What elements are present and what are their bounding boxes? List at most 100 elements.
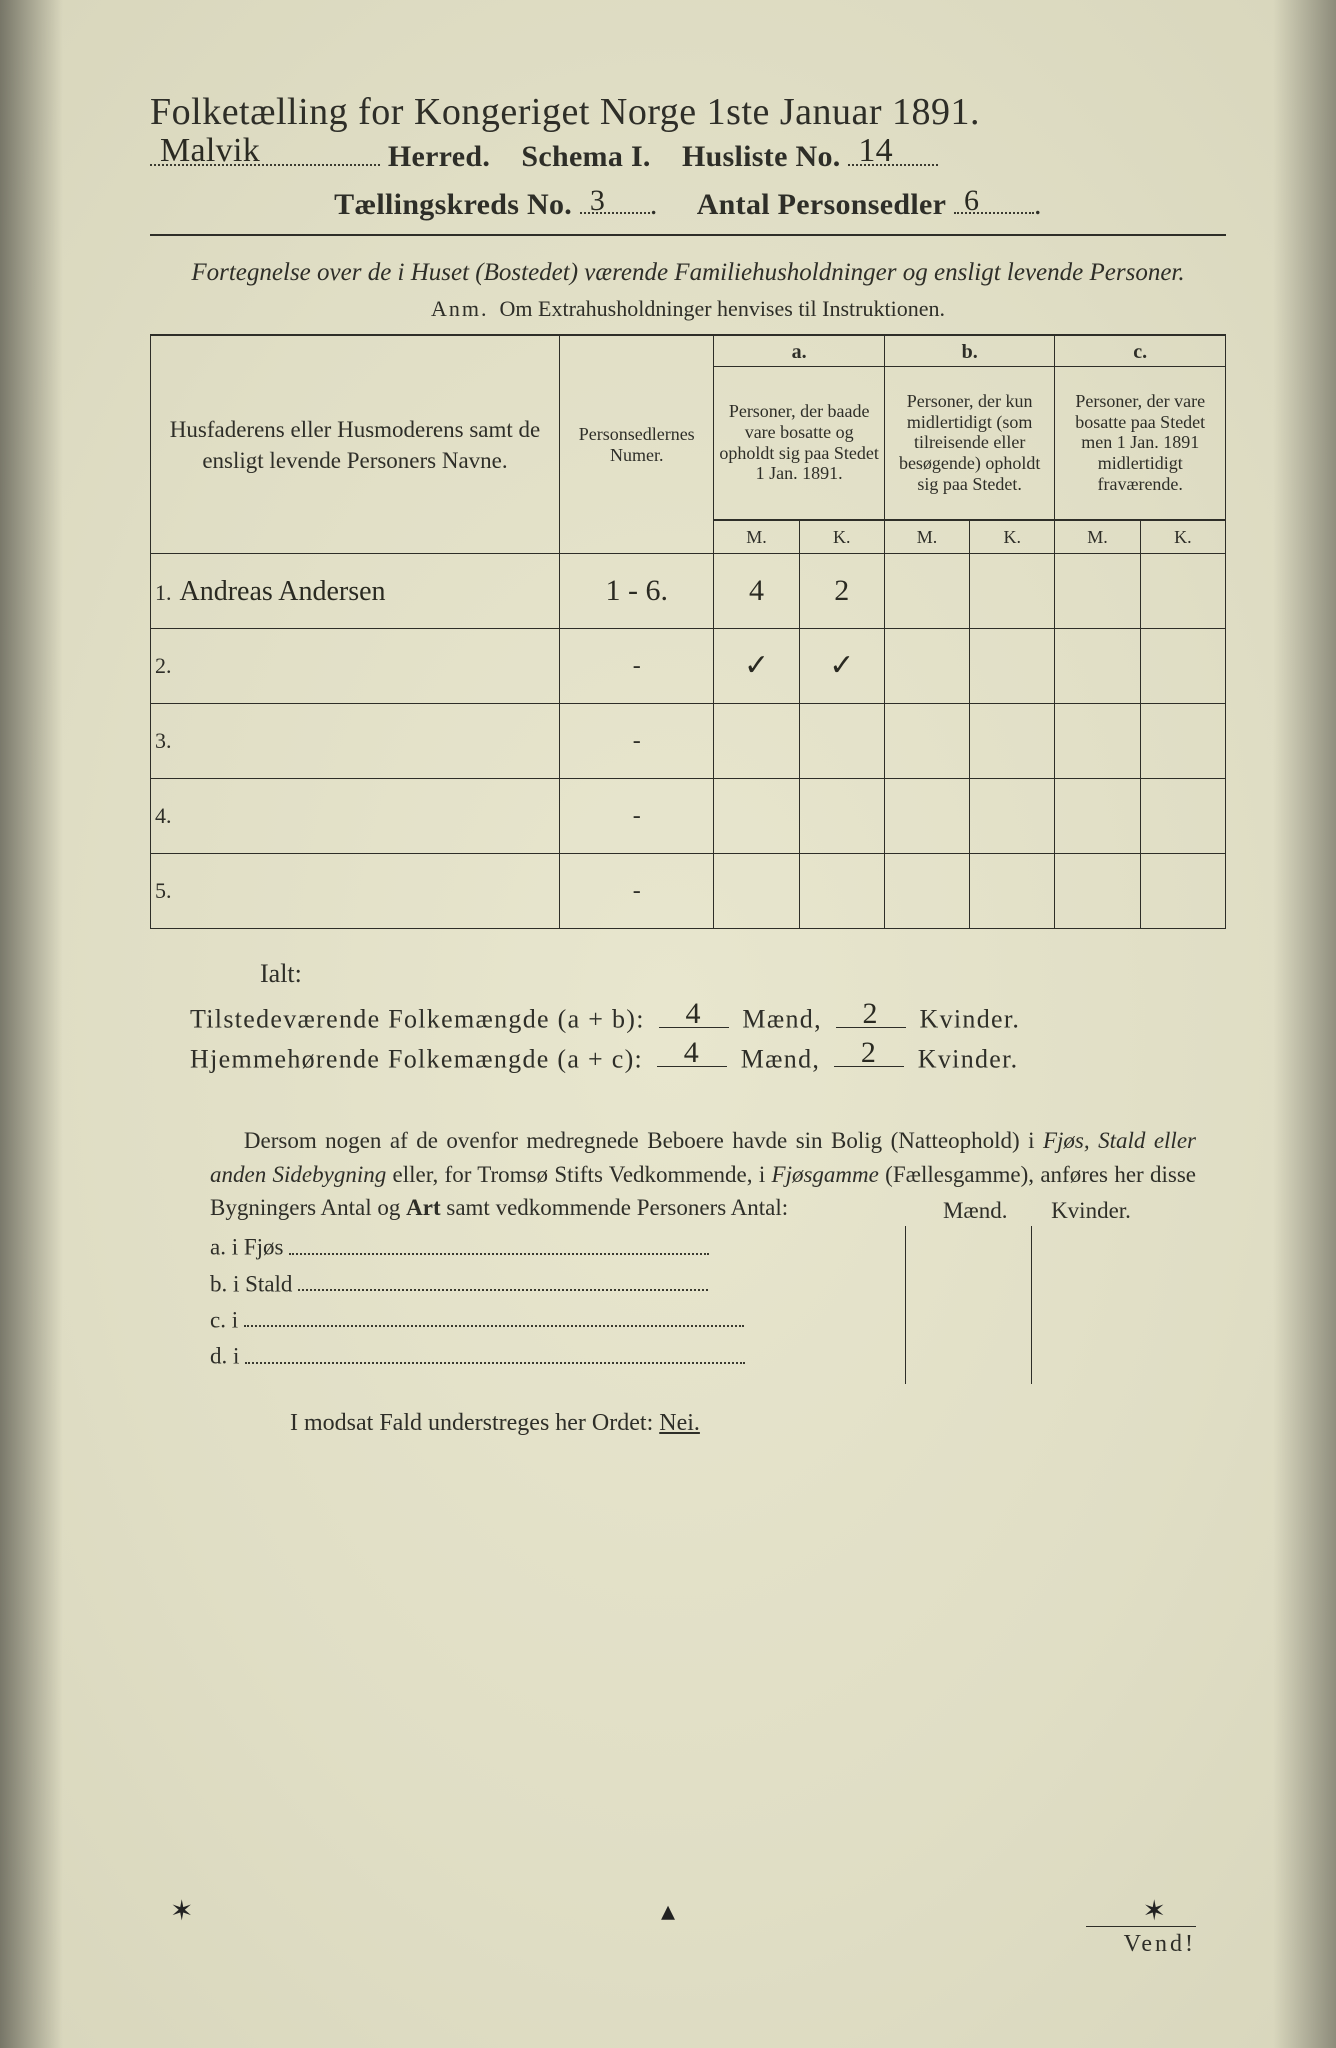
schema-label: Schema I. xyxy=(521,140,650,173)
dots xyxy=(245,1343,745,1363)
cell xyxy=(970,554,1055,629)
b-k: K. xyxy=(970,520,1055,554)
col-b-letter: b. xyxy=(884,335,1055,367)
mk-maend: Mænd. xyxy=(920,1198,1030,1224)
herred-label: Herred. xyxy=(388,140,490,173)
row-num-cell: - xyxy=(560,779,714,854)
cell xyxy=(884,779,969,854)
kreds-label: Tællingskreds No. xyxy=(334,188,572,221)
col-a-header: Personer, der baade vare bosatte og opho… xyxy=(714,366,885,520)
cell xyxy=(884,704,969,779)
cell: 4 xyxy=(714,554,799,629)
cell xyxy=(1140,704,1225,779)
table-row: 3. - xyxy=(151,704,1226,779)
cell: ✓ xyxy=(799,629,884,704)
husliste-label: Husliste No. xyxy=(682,140,841,173)
ialt-label: Ialt: xyxy=(260,959,1226,989)
a-m: M. xyxy=(714,520,799,554)
dots xyxy=(244,1307,744,1327)
table-row: 4. - xyxy=(151,779,1226,854)
col-c-letter: c. xyxy=(1055,335,1226,367)
intro-text: Fortegnelse over de i Huset (Bostedet) v… xyxy=(150,256,1226,290)
row-name-cell: 4. xyxy=(151,779,560,854)
sum1-k-slot: 2 xyxy=(836,1003,906,1027)
census-form-page: Folketælling for Kongeriget Norge 1ste J… xyxy=(0,0,1336,2048)
cell xyxy=(970,779,1055,854)
row-num-cell: 1 - 6. xyxy=(560,554,714,629)
antal-label: Antal Personsedler xyxy=(697,188,947,221)
col-name-text: Husfaderens eller Husmoderens samt de en… xyxy=(170,417,540,473)
row-num: 1. xyxy=(155,580,172,605)
sum-line-2: Hjemmehørende Folkemængde (a + c): 4 Mæn… xyxy=(190,1043,1226,1074)
cell xyxy=(1140,629,1225,704)
cell: ✓ xyxy=(714,629,799,704)
row-num: 2. xyxy=(155,653,172,678)
row-num-cell: - xyxy=(560,854,714,929)
row-name-hw: Andreas Andersen xyxy=(180,575,386,609)
mk-kvinder: Kvinder. xyxy=(1036,1198,1146,1224)
dots xyxy=(298,1271,708,1291)
col-c-header: Personer, der vare bosatte paa Stedet me… xyxy=(1055,366,1226,520)
maend-label: Mænd, xyxy=(742,1005,821,1034)
herred-field: Malvik xyxy=(150,140,380,166)
row-name-cell: 2. xyxy=(151,629,560,704)
anm-label: Anm. xyxy=(431,296,489,321)
kreds-no-field: 3 xyxy=(580,188,650,214)
dots xyxy=(289,1234,709,1254)
household-table: Husfaderens eller Husmoderens samt de en… xyxy=(150,334,1226,930)
sum1-m: 4 xyxy=(685,997,701,1031)
sum2-m: 4 xyxy=(684,1036,700,1070)
row-num: 5. xyxy=(155,878,172,903)
cell xyxy=(1140,779,1225,854)
sum1-k: 2 xyxy=(863,997,879,1031)
sidebygning-block: Mænd. Kvinder. a. i Fjøs b. i Stald c. i… xyxy=(210,1234,1186,1370)
husliste-no-hw: 14 xyxy=(858,132,893,170)
c-k: K. xyxy=(1140,520,1225,554)
row-name-cell: 1. Andreas Andersen xyxy=(151,554,560,629)
nei-line: I modsat Fald understreges her Ordet: Ne… xyxy=(290,1410,1226,1437)
anm-text: Om Extrahusholdninger henvises til Instr… xyxy=(500,296,945,321)
cell xyxy=(1055,854,1140,929)
anm-line: Anm. Om Extrahusholdninger henvises til … xyxy=(150,296,1226,322)
kreds-no-hw: 3 xyxy=(590,184,605,218)
cell xyxy=(799,704,884,779)
col-a-letter: a. xyxy=(714,335,885,367)
cell xyxy=(1055,554,1140,629)
cell xyxy=(970,704,1055,779)
husliste-no-field: 14 xyxy=(848,140,938,166)
mark-icon: ✶ xyxy=(170,1894,193,1928)
page-marks: ✶ ▴ ✶ xyxy=(170,1894,1166,1928)
cell xyxy=(799,854,884,929)
c-m: M. xyxy=(1055,520,1140,554)
row-name-cell: 5. xyxy=(151,854,560,929)
cell xyxy=(884,554,969,629)
cell xyxy=(884,629,969,704)
table-row: 5. - xyxy=(151,854,1226,929)
a-k: K. xyxy=(799,520,884,554)
row-name-cell: 3. xyxy=(151,704,560,779)
vend-label: Vend! xyxy=(1086,1926,1196,1958)
mk-header: Mænd. Kvinder. xyxy=(920,1198,1146,1224)
sum2-m-slot: 4 xyxy=(657,1043,727,1067)
cell xyxy=(970,629,1055,704)
sum-line-1: Tilstedeværende Folkemængde (a + b): 4 M… xyxy=(190,1003,1226,1034)
divider-1 xyxy=(150,234,1226,236)
kvinder-label-2: Kvinder. xyxy=(918,1044,1019,1073)
header-row-2: Malvik Herred. Schema I. Husliste No. 14 xyxy=(150,140,1226,174)
col-b-header: Personer, der kun midlertidigt (som tilr… xyxy=(884,366,1055,520)
cell xyxy=(714,704,799,779)
sum2-k-slot: 2 xyxy=(834,1043,904,1067)
cell xyxy=(1055,704,1140,779)
mark-icon: ▴ xyxy=(661,1894,675,1928)
col-num-header: Personsedlernes Numer. xyxy=(560,335,714,554)
cell xyxy=(799,779,884,854)
antal-field: 6 xyxy=(954,188,1034,214)
cell xyxy=(714,854,799,929)
page-title: Folketælling for Kongeriget Norge 1ste J… xyxy=(150,90,1226,134)
herred-handwritten: Malvik xyxy=(160,132,260,170)
table-row: 2. - ✓ ✓ xyxy=(151,629,1226,704)
nei-text: I modsat Fald understreges her Ordet: xyxy=(290,1410,653,1436)
header-row-3: Tællingskreds No. 3 . Antal Personsedler… xyxy=(150,188,1226,222)
sum1-label: Tilstedeværende Folkemængde (a + b): xyxy=(190,1005,645,1034)
nei-word: Nei. xyxy=(659,1410,700,1436)
